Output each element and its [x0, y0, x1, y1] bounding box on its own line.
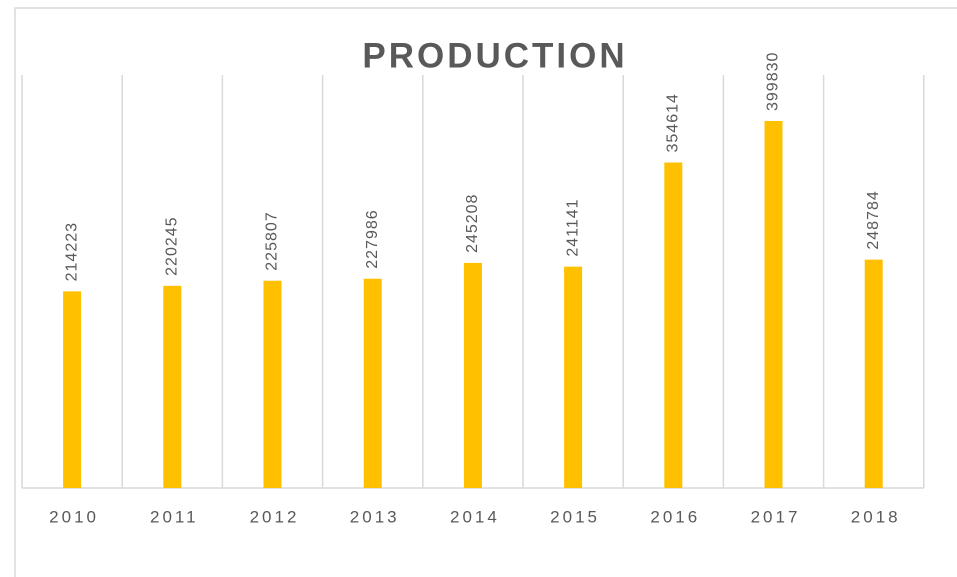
data-label: 241141	[564, 198, 581, 256]
bar	[263, 280, 282, 488]
bar	[363, 278, 382, 488]
data-label: 245208	[464, 194, 481, 253]
x-tick-label: 2013	[350, 507, 400, 526]
bar	[664, 162, 683, 488]
x-tick-label: 2018	[851, 507, 901, 526]
bar	[163, 285, 182, 488]
data-label: 248784	[865, 190, 882, 249]
data-label: 399830	[765, 52, 782, 111]
x-tick-label: 2017	[751, 507, 801, 526]
data-label: 227986	[364, 209, 381, 268]
data-label: 225807	[264, 211, 281, 270]
chart-title: PRODUCTION	[362, 36, 627, 75]
x-tick-label: 2011	[150, 507, 199, 526]
bar	[463, 262, 482, 488]
data-label: 220245	[164, 216, 181, 275]
data-label: 214223	[63, 222, 80, 281]
bar	[63, 291, 82, 488]
x-tick-label: 2014	[450, 507, 500, 526]
bar	[764, 121, 783, 488]
x-tick-label: 2012	[250, 507, 300, 526]
bar	[564, 266, 583, 488]
x-tick-label: 2015	[550, 507, 600, 526]
bar	[864, 259, 883, 488]
x-tick-label: 2010	[49, 507, 99, 526]
data-label: 354614	[665, 93, 682, 152]
x-tick-label: 2016	[650, 507, 700, 526]
chart-frame	[14, 7, 957, 577]
